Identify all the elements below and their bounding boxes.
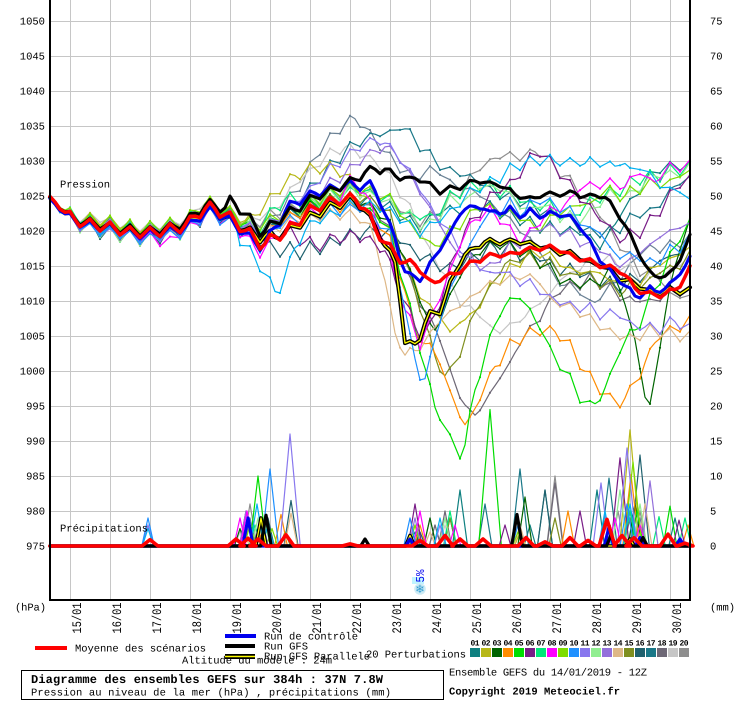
svg-text:1025: 1025 — [20, 192, 45, 204]
svg-text:19: 19 — [669, 640, 678, 649]
svg-text:18: 18 — [658, 640, 667, 649]
svg-text:5: 5 — [710, 507, 716, 519]
svg-text:55: 55 — [710, 157, 723, 169]
svg-text:30/01: 30/01 — [670, 602, 685, 633]
svg-text:1015: 1015 — [20, 262, 45, 274]
svg-text:1030: 1030 — [20, 157, 45, 169]
svg-text:26/01: 26/01 — [510, 602, 525, 633]
svg-text:1000: 1000 — [20, 367, 45, 379]
svg-text:25: 25 — [710, 367, 723, 379]
svg-text:12: 12 — [592, 640, 601, 649]
svg-text:Run GFS: Run GFS — [264, 642, 308, 654]
svg-text:01: 01 — [471, 640, 480, 649]
svg-text:Run GFS Parallele: Run GFS Parallele — [264, 652, 370, 664]
svg-text:1040: 1040 — [20, 87, 45, 99]
svg-text:40: 40 — [710, 262, 723, 274]
svg-text:24/01: 24/01 — [430, 602, 445, 633]
svg-text:Moyenne des scénarios: Moyenne des scénarios — [75, 644, 206, 656]
svg-text:16/01: 16/01 — [110, 602, 125, 633]
svg-text:30: 30 — [710, 332, 723, 344]
svg-text:1020: 1020 — [20, 227, 45, 239]
svg-text:(mm): (mm) — [710, 603, 735, 615]
svg-text:08: 08 — [548, 640, 557, 649]
svg-text:10: 10 — [710, 472, 723, 484]
svg-text:25/01: 25/01 — [470, 602, 485, 633]
svg-text:09: 09 — [559, 640, 568, 649]
svg-text:15: 15 — [710, 437, 723, 449]
svg-text:20/01: 20/01 — [270, 602, 285, 633]
svg-text:45: 45 — [710, 227, 723, 239]
svg-text:29/01: 29/01 — [630, 602, 645, 633]
svg-text:20 Perturbations: 20 Perturbations — [366, 650, 466, 662]
svg-text:980: 980 — [26, 507, 45, 519]
svg-text:20: 20 — [710, 402, 723, 414]
svg-text:70: 70 — [710, 52, 723, 64]
svg-text:995: 995 — [26, 402, 45, 414]
svg-text:04: 04 — [504, 640, 513, 649]
svg-text:Altitude du modèle : 24m: Altitude du modèle : 24m — [182, 656, 332, 668]
svg-text:60: 60 — [710, 122, 723, 134]
svg-text:0: 0 — [710, 542, 716, 554]
svg-text:19/01: 19/01 — [230, 602, 245, 633]
svg-text:1010: 1010 — [20, 297, 45, 309]
svg-text:Run de contrôle: Run de contrôle — [264, 632, 358, 644]
svg-text:75: 75 — [710, 17, 723, 29]
svg-text:23/01: 23/01 — [390, 602, 405, 633]
svg-text:03: 03 — [493, 640, 502, 649]
svg-text:28/01: 28/01 — [590, 602, 605, 633]
svg-text:5%: 5% — [414, 569, 428, 583]
svg-text:05: 05 — [515, 640, 524, 649]
svg-text:02: 02 — [482, 640, 491, 649]
svg-text:1005: 1005 — [20, 332, 45, 344]
svg-text:985: 985 — [26, 472, 45, 484]
svg-text:Ensemble GEFS du 14/01/2019 -: Ensemble GEFS du 14/01/2019 - 12Z — [449, 668, 647, 680]
svg-text:06: 06 — [526, 640, 535, 649]
svg-text:Copyright 2019 Meteociel.fr: Copyright 2019 Meteociel.fr — [449, 687, 620, 699]
svg-text:Pression au niveau de la mer (: Pression au niveau de la mer (hPa) , pré… — [31, 688, 391, 700]
svg-text:990: 990 — [26, 437, 45, 449]
svg-text:21/01: 21/01 — [310, 602, 325, 633]
svg-text:20: 20 — [680, 640, 689, 649]
svg-text:10: 10 — [570, 640, 579, 649]
svg-text:1045: 1045 — [20, 52, 45, 64]
svg-text:14: 14 — [614, 640, 623, 649]
svg-text:17/01: 17/01 — [150, 602, 165, 633]
svg-text:07: 07 — [537, 640, 546, 649]
svg-text:17: 17 — [647, 640, 656, 649]
svg-text:35: 35 — [710, 297, 723, 309]
svg-text:13: 13 — [603, 640, 612, 649]
svg-text:50: 50 — [710, 192, 723, 204]
svg-text:22/01: 22/01 — [350, 602, 365, 633]
svg-text:Précipitations: Précipitations — [60, 524, 148, 536]
svg-text:15/01: 15/01 — [70, 602, 85, 633]
svg-text:975: 975 — [26, 542, 45, 554]
svg-text:1035: 1035 — [20, 122, 45, 134]
svg-text:Diagramme des ensembles GEFS s: Diagramme des ensembles GEFS sur 384h : … — [31, 673, 384, 687]
svg-text:65: 65 — [710, 87, 723, 99]
svg-text:18/01: 18/01 — [190, 602, 205, 633]
svg-text:❄: ❄ — [415, 584, 425, 597]
svg-text:15: 15 — [625, 640, 634, 649]
svg-text:11: 11 — [581, 640, 590, 649]
svg-text:1050: 1050 — [20, 17, 45, 29]
svg-text:16: 16 — [636, 640, 645, 649]
svg-text:27/01: 27/01 — [550, 602, 565, 633]
svg-text:(hPa): (hPa) — [15, 603, 46, 615]
svg-text:Pression: Pression — [60, 180, 110, 192]
